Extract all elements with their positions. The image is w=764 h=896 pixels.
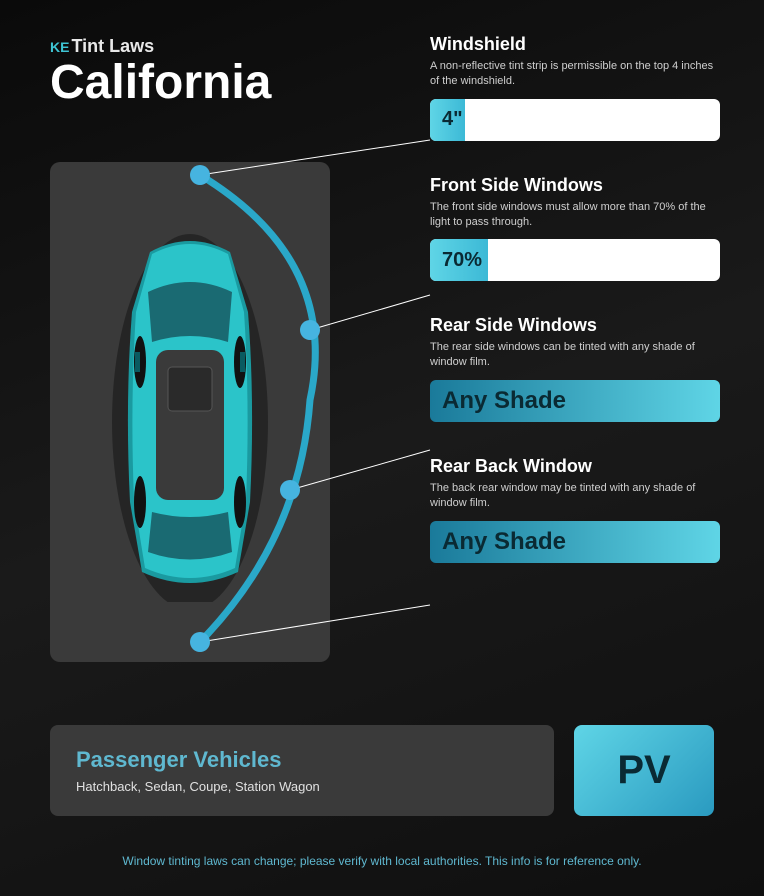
section-rear_side: Rear Side Windows The rear side windows c… (430, 315, 720, 422)
brand-label: KETint Laws (50, 36, 271, 57)
state-title: California (50, 59, 271, 107)
section-bar-fill: Any Shade (430, 380, 720, 422)
section-windshield: Windshield A non-reflective tint strip is… (430, 34, 720, 141)
vehicle-class-title: Passenger Vehicles (76, 747, 528, 773)
sections-column: Windshield A non-reflective tint strip is… (430, 34, 720, 597)
section-rear_back: Rear Back Window The back rear window may… (430, 456, 720, 563)
brand-prefix: KE (50, 39, 69, 55)
vehicle-class-badge: PV (574, 725, 714, 816)
bottom-row: Passenger Vehicles Hatchback, Sedan, Cou… (50, 725, 714, 816)
header: KETint Laws California (50, 36, 271, 107)
section-front_side: Front Side Windows The front side windows… (430, 175, 720, 282)
section-title: Rear Side Windows (430, 315, 720, 336)
section-desc: The front side windows must allow more t… (430, 200, 720, 230)
vehicle-class-box: Passenger Vehicles Hatchback, Sedan, Cou… (50, 725, 554, 816)
section-bar-fill: 70% (430, 239, 488, 281)
section-desc: A non-reflective tint strip is permissib… (430, 59, 720, 89)
car-illustration (110, 222, 270, 602)
section-title: Front Side Windows (430, 175, 720, 196)
brand-name: Tint Laws (71, 36, 154, 56)
vehicle-class-subtitle: Hatchback, Sedan, Coupe, Station Wagon (76, 779, 528, 794)
section-bar: 70% (430, 239, 720, 281)
disclaimer-text: Window tinting laws can change; please v… (0, 854, 764, 868)
section-desc: The rear side windows can be tinted with… (430, 340, 720, 370)
section-bar: 4" (430, 99, 720, 141)
section-title: Windshield (430, 34, 720, 55)
car-panel (50, 162, 330, 662)
section-desc: The back rear window may be tinted with … (430, 481, 720, 511)
section-title: Rear Back Window (430, 456, 720, 477)
section-bar: Any Shade (430, 380, 720, 422)
section-bar-fill: 4" (430, 99, 465, 141)
section-bar-fill: Any Shade (430, 521, 720, 563)
section-bar: Any Shade (430, 521, 720, 563)
